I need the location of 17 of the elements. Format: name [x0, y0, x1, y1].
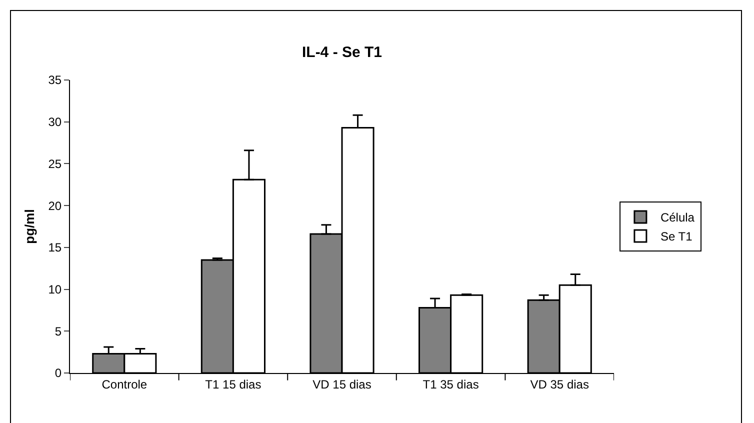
y-tick-label: 5: [54, 324, 62, 338]
legend-label: Célula: [660, 210, 695, 225]
y-tick-label: 0: [54, 366, 62, 380]
x-tick-label: Controle: [102, 377, 148, 392]
x-tick-label: T1 15 dias: [205, 377, 262, 392]
y-axis-title: pg/ml: [22, 209, 37, 244]
y-tick-label: 10: [48, 282, 62, 296]
legend-label: Se T1: [660, 230, 693, 244]
y-tick-label: 35: [48, 73, 62, 88]
x-tick-label: T1 35 dias: [422, 377, 479, 392]
y-tick-label: 25: [48, 156, 62, 171]
y-tick-label: 20: [48, 198, 62, 213]
x-tick-label: VD 35 dias: [530, 377, 589, 392]
x-tick-label: VD 15 dias: [312, 377, 372, 392]
chart-title: IL-4 - Se T1: [302, 44, 382, 62]
y-tick-label: 15: [48, 240, 62, 255]
y-tick-label: 30: [48, 115, 62, 130]
